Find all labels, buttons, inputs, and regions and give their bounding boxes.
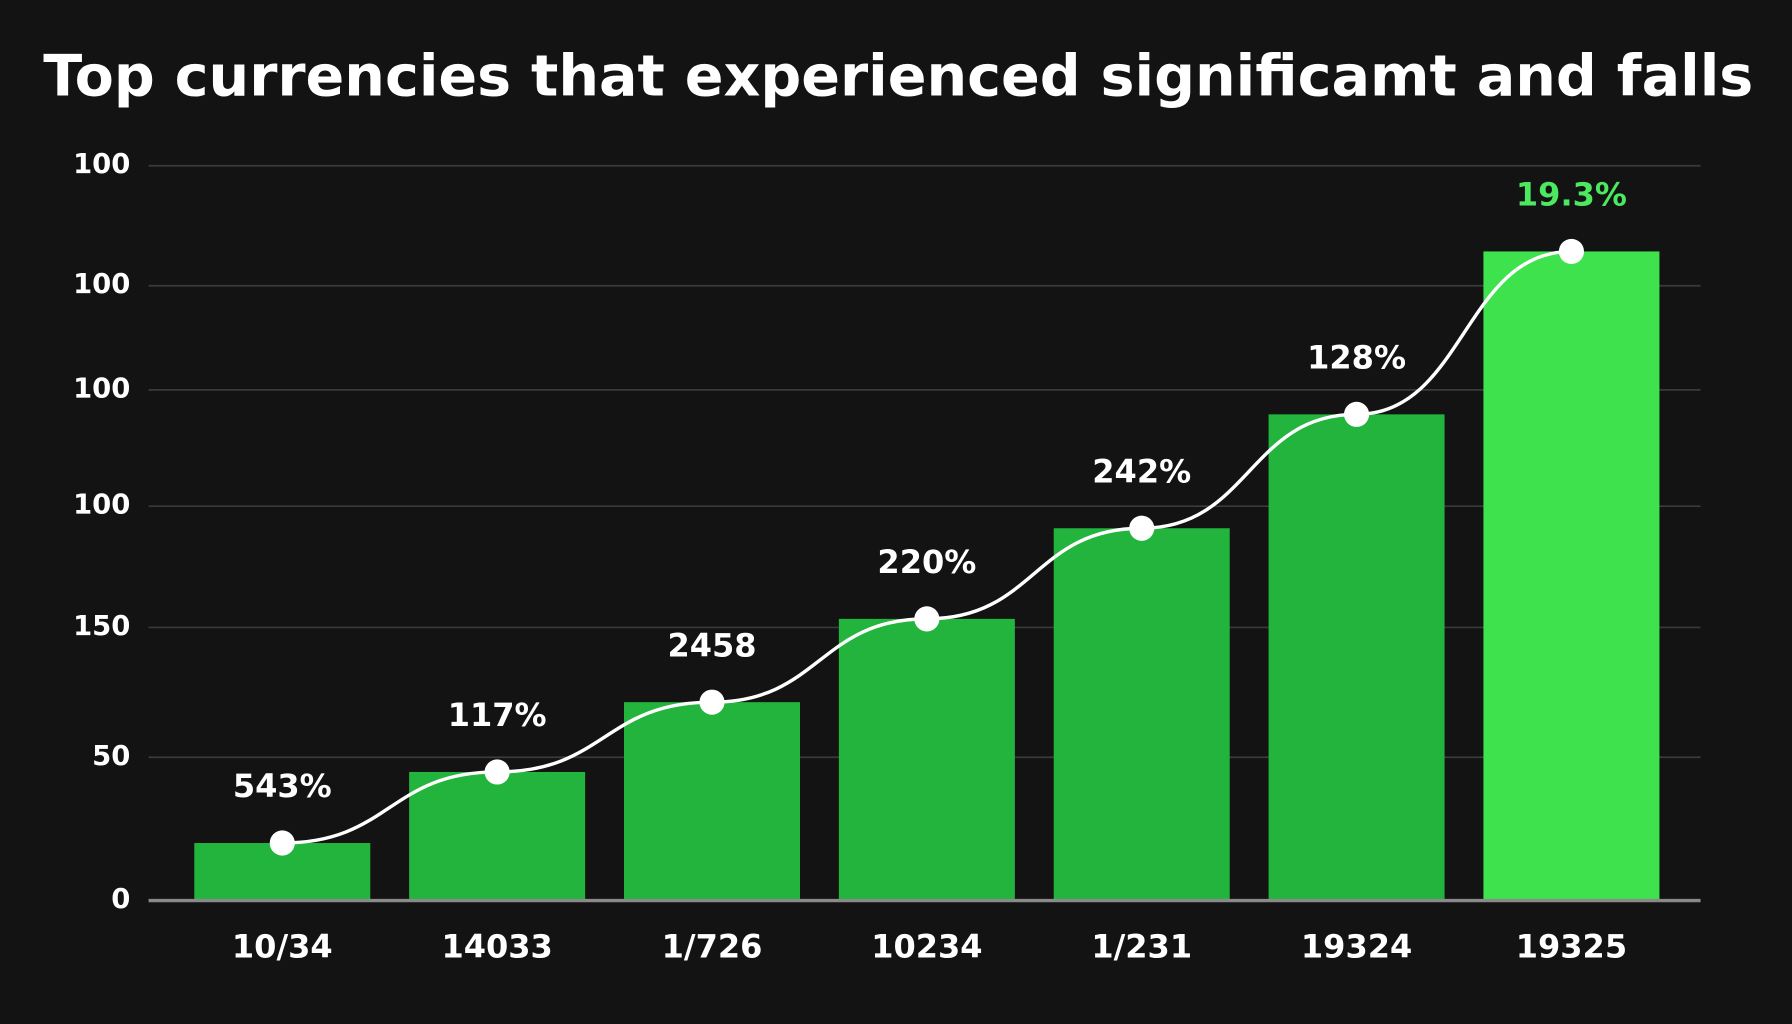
y-tick-label: 0 [111, 884, 130, 915]
bar [838, 618, 1015, 901]
x-tick-label: 1/726 [662, 928, 763, 966]
point [1344, 401, 1370, 427]
bar [624, 702, 800, 901]
point-label: 117% [448, 696, 547, 734]
x-tick-label: 19324 [1301, 928, 1412, 966]
point-label: 220% [877, 543, 976, 581]
point [484, 759, 510, 785]
point-label: 242% [1092, 452, 1191, 490]
point [1558, 238, 1584, 265]
y-tick-label: 100 [73, 490, 130, 521]
y-tick-label: 150 [73, 611, 130, 642]
point-label: 2458 [667, 626, 756, 664]
y-tick-label: 50 [92, 741, 130, 772]
x-tick-label: 14033 [441, 928, 552, 966]
x-tick-label: 10/34 [232, 928, 333, 966]
bar [409, 771, 586, 901]
x-tick-label: 10234 [871, 928, 982, 966]
point [914, 606, 940, 632]
y-tick-label: 100 [73, 373, 130, 404]
bar [1483, 251, 1660, 901]
bar [1053, 528, 1230, 901]
point-label: 128% [1307, 338, 1406, 376]
bar [1268, 414, 1445, 901]
point [1129, 515, 1155, 541]
y-tick-label: 100 [73, 149, 130, 180]
y-tick-label: 100 [73, 269, 130, 300]
point [269, 830, 295, 856]
point-label: 19.3% [1516, 176, 1627, 214]
point [699, 689, 725, 715]
x-tick-label: 19325 [1516, 928, 1627, 966]
x-tick-label: 1/231 [1091, 928, 1192, 966]
chart-title: Top currencies that experienced signific… [43, 44, 1753, 110]
point-label: 543% [233, 767, 332, 805]
